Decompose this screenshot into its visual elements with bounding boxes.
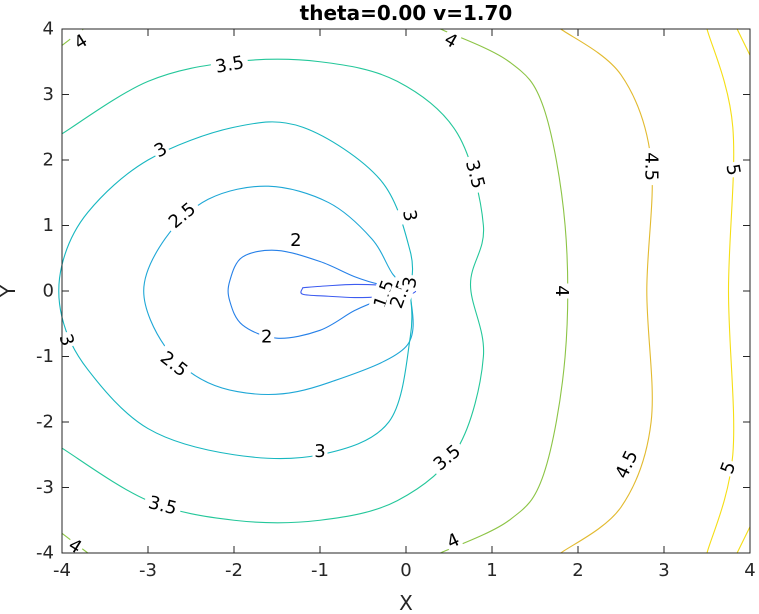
contour-label-group: 3 xyxy=(397,206,422,225)
contour-label: 3 xyxy=(314,441,325,462)
contour-label-background xyxy=(438,27,463,55)
contour-label-group: 3 xyxy=(149,136,173,164)
y-tick-label: 0 xyxy=(43,281,54,302)
contour-line-2-0 xyxy=(227,249,411,339)
contour-lines xyxy=(58,28,751,554)
y-tick-label: 3 xyxy=(43,84,54,105)
contour-label-background xyxy=(259,325,275,348)
contour-label-background xyxy=(312,440,328,463)
contour-label-background xyxy=(209,50,250,80)
y-tick-label: 1 xyxy=(43,215,54,236)
y-tick-label: -3 xyxy=(36,477,54,498)
axis-ticks: -4 -3 -2 -1 0 1 2 3 4 -4 -3 -2 -1 0 1 2 3 4 xyxy=(36,19,756,582)
contour-line-3-5-0 xyxy=(61,58,485,524)
contour-label: 2 xyxy=(290,230,301,251)
contour-label-background xyxy=(609,443,645,487)
contour-label-group: 3.5 xyxy=(209,50,250,80)
contour-label-background xyxy=(398,273,423,292)
x-tick-label: -4 xyxy=(53,560,71,581)
contour-label: 5 xyxy=(721,162,744,177)
contour-label-group: 2 xyxy=(259,325,275,348)
contour-label: 3.5 xyxy=(214,52,246,78)
x-tick-label: 4 xyxy=(744,560,755,581)
contour-label-background xyxy=(161,195,204,237)
contour-label-group: 4 xyxy=(550,283,573,299)
contour-label-background xyxy=(640,148,663,186)
contour-label-group: 4.5 xyxy=(640,148,663,186)
contour-label: 4 xyxy=(551,285,572,296)
contour-label: 4.5 xyxy=(641,152,662,181)
contour-label-background xyxy=(141,490,184,521)
contour-label-group: 4 xyxy=(441,528,465,555)
contour-label-background xyxy=(441,528,465,555)
contour-label-background xyxy=(68,28,94,56)
x-tick-label: 2 xyxy=(572,560,583,581)
contour-label-background xyxy=(459,153,491,196)
y-tick-label: 4 xyxy=(43,19,54,40)
contour-line-3-0 xyxy=(58,121,414,459)
x-tick-label: -2 xyxy=(225,560,243,581)
contour-label-background xyxy=(397,206,422,225)
contour-line-4-5-0 xyxy=(560,28,653,554)
y-tick-label: -2 xyxy=(36,412,54,433)
x-tick-label: 1 xyxy=(486,560,497,581)
y-tick-label: -4 xyxy=(36,543,54,564)
contour-label-group: 5 xyxy=(720,160,745,180)
contour-label-background xyxy=(152,344,196,385)
y-tick-label: -1 xyxy=(36,346,54,367)
x-tick-label: -1 xyxy=(311,560,329,581)
contour-label-background xyxy=(367,273,402,316)
contour-label-group: 3 xyxy=(398,273,423,292)
contour-label-background xyxy=(720,160,745,180)
y-tick-label: 2 xyxy=(43,150,54,171)
contour-line-2-5-0 xyxy=(143,185,414,396)
contour-label-background xyxy=(715,457,742,479)
contour-label: 2 xyxy=(261,326,272,347)
contour-label: 3 xyxy=(398,208,421,223)
contour-line-1-5-0 xyxy=(300,283,417,299)
contour-label-background xyxy=(53,329,80,351)
x-axis-label: X xyxy=(399,591,413,614)
contour-line-5-2 xyxy=(736,526,751,554)
contour-label-background xyxy=(426,437,469,479)
contour-line-5-1 xyxy=(736,28,751,56)
contour-label-background xyxy=(550,283,573,299)
x-tick-label: 0 xyxy=(400,560,411,581)
contour-label-background xyxy=(149,136,173,164)
contour-line-5-0 xyxy=(706,28,735,554)
contour-label: 3 xyxy=(399,275,422,290)
y-axis-label: Y xyxy=(0,284,20,298)
contour-label-background xyxy=(288,229,304,252)
contour-label-group: 5 xyxy=(715,457,742,479)
chart-title: theta=0.00 v=1.70 xyxy=(300,1,513,25)
contour-label-group: 4 xyxy=(438,27,463,55)
x-tick-label: 3 xyxy=(658,560,669,581)
contour-label-group: 3 xyxy=(53,329,80,351)
contour-label-group: 3 xyxy=(312,440,328,463)
contour-label-group: 2 xyxy=(288,229,304,252)
x-tick-label: -3 xyxy=(139,560,157,581)
